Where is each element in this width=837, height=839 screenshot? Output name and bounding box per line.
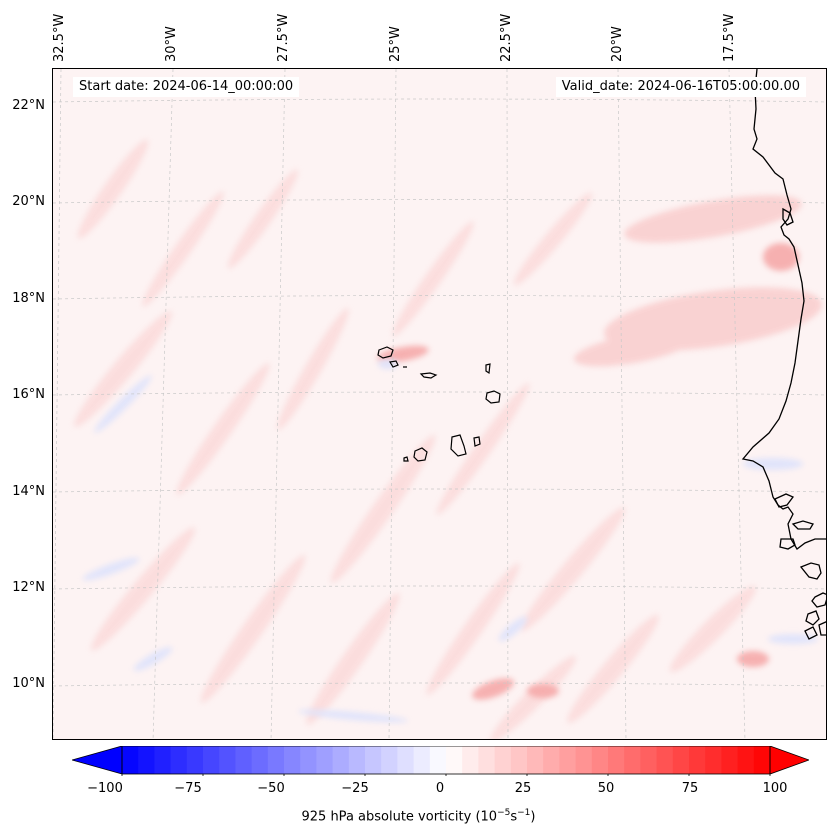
colorbar-title: 925 hPa absolute vorticity (10−5s−1) (301, 808, 536, 825)
lat-label-14n: 14°N (12, 484, 45, 499)
colorbar-cell (672, 746, 690, 774)
colorbar-cell (397, 746, 415, 774)
colorbar-cell (559, 746, 577, 774)
colorbar-cell (381, 746, 398, 774)
lon-label-27-5w: 27.5°W (276, 13, 291, 62)
colorbar-cell (591, 746, 609, 774)
lon-label-22-5w: 22.5°W (499, 13, 514, 62)
colorbar-cell (446, 746, 463, 774)
colorbar-cell (413, 746, 431, 774)
lon-label-32-5w: 32.5°W (52, 13, 67, 62)
colorbar (72, 746, 809, 776)
colorbar-cell (267, 746, 285, 774)
colorbar-low-extension (72, 746, 123, 775)
lat-label-22n: 22°N (12, 98, 45, 113)
cape-verde-islands (377, 346, 501, 462)
colorbar-cell (624, 746, 641, 774)
colorbar-cell (203, 746, 220, 774)
positive-vorticity-band (573, 195, 822, 367)
colorbar-cell (543, 746, 560, 774)
strong-vorticity-spots (377, 243, 799, 700)
colorbar-cell (122, 746, 139, 774)
lat-label-16n: 16°N (12, 387, 45, 402)
lon-label-30w: 30°W (164, 26, 179, 62)
colorbar-tick-label: 100 (762, 781, 788, 796)
africa-coastline (741, 69, 826, 640)
colorbar-cell (527, 746, 544, 774)
colorbar-cell (656, 746, 674, 774)
colorbar-cell (332, 746, 350, 774)
positive-vorticity-streaks (74, 139, 757, 739)
colorbar-cell (689, 746, 706, 774)
colorbar-tick-label: −75 (174, 781, 202, 796)
lat-label-18n: 18°N (12, 291, 45, 306)
colorbar-tick-label: −100 (87, 781, 123, 796)
colorbar-cell (429, 746, 447, 774)
lat-label-10n: 10°N (12, 676, 45, 691)
colorbar-cell (640, 746, 658, 774)
colorbar-cell (251, 746, 269, 774)
colorbar-cell (284, 746, 301, 774)
colorbar-cell (753, 746, 771, 774)
colorbar-cell (462, 746, 479, 774)
colorbar-cell (154, 746, 172, 774)
lat-label-20n: 20°N (12, 194, 45, 209)
vorticity-map: Start date: 2024-06-14_00:00:00 Valid_da… (52, 68, 827, 740)
colorbar-cell (300, 746, 317, 774)
colorbar-tick-label: 25 (514, 781, 532, 796)
gridlines (53, 69, 826, 739)
colorbar-tick-label: 50 (597, 781, 615, 796)
colorbar-cell (348, 746, 366, 774)
colorbar-tick-label: −50 (257, 781, 285, 796)
lon-label-25w: 25°W (388, 26, 403, 62)
lon-label-17-5w: 17.5°W (722, 13, 737, 62)
colorbar-cell (316, 746, 334, 774)
colorbar-cell (510, 746, 528, 774)
valid-date-label: Valid_date: 2024-06-16T05:00:00.00 (555, 77, 806, 97)
colorbar-tick-label: 0 (435, 781, 445, 796)
colorbar-cell (138, 746, 155, 774)
colorbar-cell (365, 746, 382, 774)
colorbar-cell (494, 746, 512, 774)
colorbar-cell (737, 746, 755, 774)
colorbar-cell (235, 746, 253, 774)
colorbar-cell (170, 746, 188, 774)
vorticity-field (53, 69, 826, 739)
colorbar-tick-label: −25 (341, 781, 369, 796)
colorbar-cell (721, 746, 739, 774)
colorbar-cell (608, 746, 625, 774)
colorbar-high-extension (769, 746, 809, 775)
colorbar-cell (705, 746, 722, 774)
colorbar-cell (575, 746, 593, 774)
lat-label-12n: 12°N (12, 580, 45, 595)
start-date-label: Start date: 2024-06-14_00:00:00 (73, 77, 300, 97)
negative-vorticity-streaks (82, 359, 818, 723)
colorbar-tick-marks (121, 774, 771, 776)
field-background (53, 69, 826, 739)
colorbar-cells (122, 746, 771, 774)
colorbar-cell (219, 746, 236, 774)
colorbar-cell (478, 746, 496, 774)
lon-label-20w: 20°W (610, 26, 625, 62)
colorbar-tick-label: 75 (681, 781, 699, 796)
colorbar-cell (186, 746, 204, 774)
